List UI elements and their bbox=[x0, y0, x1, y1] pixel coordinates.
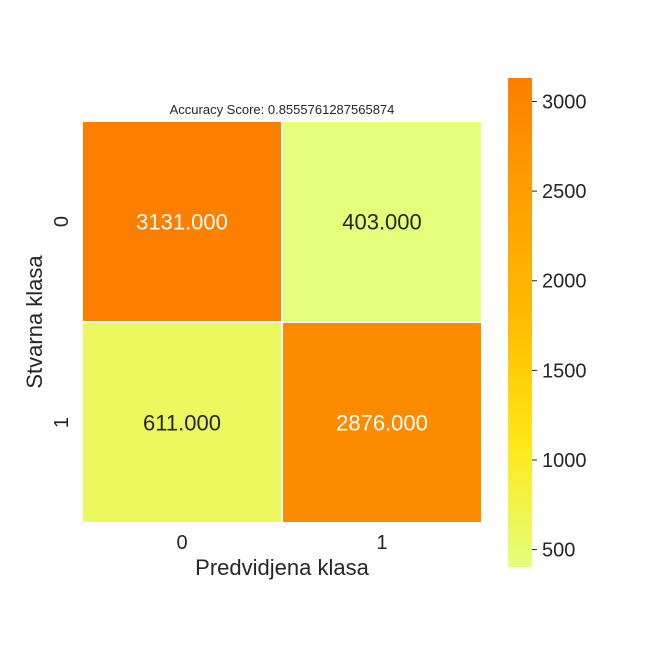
cell-value-label-0-1: 403.000 bbox=[342, 210, 422, 235]
colorbar-tick-label-1: 1000 bbox=[542, 450, 587, 472]
x-axis-label: Predvidjena klasa bbox=[195, 555, 369, 580]
cell-value-label-1-1: 2876.000 bbox=[336, 411, 428, 436]
heatmap-cell-1-0 bbox=[81, 321, 283, 524]
colorbar-tick-label-4: 2500 bbox=[542, 181, 587, 203]
x-tick-label-1: 1 bbox=[376, 532, 387, 554]
chart-title: Accuracy Score: 0.8555761287565874 bbox=[170, 102, 395, 117]
colorbar-tick-label-2: 1500 bbox=[542, 360, 587, 382]
y-axis-label: Stvarna klasa bbox=[22, 255, 47, 389]
heatmap-cells: 3131.000 403.000 611.000 2876.000 bbox=[81, 120, 483, 524]
heatmap-cell-0-0 bbox=[81, 120, 283, 323]
colorbar-tick-label-3: 2000 bbox=[542, 271, 587, 293]
y-tick-labels: 01 bbox=[51, 216, 73, 428]
colorbar-ticks: 500 1000 1500 2000 2500 3000 bbox=[532, 91, 587, 562]
heatmap-cell-0-1 bbox=[281, 120, 483, 323]
cell-value-label-1-0: 611.000 bbox=[143, 411, 221, 436]
x-tick-label-0: 0 bbox=[176, 532, 187, 554]
y-tick-label-0: 0 bbox=[51, 216, 73, 227]
heatmap-cell-1-1 bbox=[281, 321, 483, 524]
colorbar-tick-label-0: 500 bbox=[542, 540, 575, 562]
colorbar bbox=[508, 78, 532, 567]
colorbar-tick-label-5: 3000 bbox=[542, 91, 587, 113]
cell-value-label-0-0: 3131.000 bbox=[136, 210, 228, 235]
y-tick-label-1: 1 bbox=[51, 417, 73, 428]
